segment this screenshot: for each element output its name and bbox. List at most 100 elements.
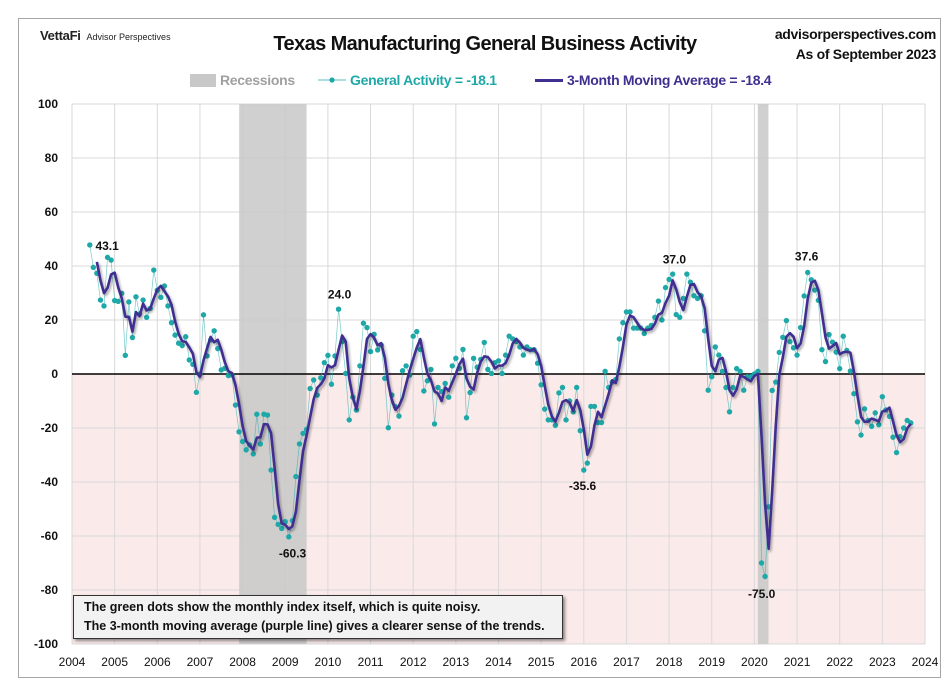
activity-point xyxy=(424,378,431,384)
as-of-date: As of September 2023 xyxy=(795,46,937,62)
activity-point xyxy=(584,460,591,466)
legend-moving-average: 3-Month Moving Average = -18.4 xyxy=(535,72,772,88)
activity-point xyxy=(868,423,875,430)
activity-point xyxy=(659,317,665,323)
x-tick-label: 2012 xyxy=(400,655,427,669)
y-tick-label: 60 xyxy=(45,205,59,219)
activity-point xyxy=(876,422,882,428)
activity-point xyxy=(890,434,896,440)
activity-point xyxy=(797,324,804,331)
y-tick-label: 80 xyxy=(45,151,59,165)
y-tick-label: -40 xyxy=(41,475,59,489)
activity-point xyxy=(264,412,271,418)
x-tick-label: 2021 xyxy=(784,655,811,669)
annotation-label: 37.6 xyxy=(795,250,819,264)
annotation-label: 24.0 xyxy=(328,287,352,301)
annotation-label: -35.6 xyxy=(569,479,597,493)
activity-point xyxy=(520,352,527,358)
x-tick-label: 2016 xyxy=(570,655,597,669)
activity-point xyxy=(293,473,299,480)
activity-point xyxy=(250,451,256,457)
activity-point xyxy=(257,441,264,447)
activity-point xyxy=(488,370,495,377)
activity-point xyxy=(755,368,761,374)
x-tick-label: 2015 xyxy=(528,655,555,669)
activity-point xyxy=(573,384,580,391)
x-tick-label: 2007 xyxy=(187,655,214,669)
x-tick-label: 2020 xyxy=(741,655,768,669)
activity-point xyxy=(140,297,146,303)
chart-title: Texas Manufacturing General Business Act… xyxy=(273,33,697,55)
activity-point xyxy=(183,334,189,340)
activity-point xyxy=(158,294,164,301)
activity-point xyxy=(801,293,807,299)
activity-point xyxy=(812,287,818,293)
activity-point xyxy=(129,334,136,341)
activity-point xyxy=(499,370,505,377)
y-tick-label: 20 xyxy=(45,313,59,327)
activity-point xyxy=(481,339,487,346)
x-tick-label: 2013 xyxy=(442,655,469,669)
activity-point xyxy=(620,320,626,326)
legend-ma-label: 3-Month Moving Average = -18.4 xyxy=(567,72,772,88)
x-tick-label: 2005 xyxy=(101,655,128,669)
activity-point xyxy=(328,381,335,387)
activity-point xyxy=(627,309,633,315)
x-tick-label: 2024 xyxy=(912,655,939,669)
activity-point xyxy=(318,375,324,381)
activity-point xyxy=(470,355,477,362)
activity-point xyxy=(495,358,502,364)
activity-point xyxy=(403,363,409,369)
activity-point xyxy=(826,331,832,338)
activity-point xyxy=(243,447,249,453)
activity-point xyxy=(286,534,292,540)
activity-point xyxy=(360,320,367,326)
activity-point xyxy=(300,430,306,437)
activity-point xyxy=(737,368,743,374)
legend: Recessions General Activity = -18.1 3-Mo… xyxy=(0,72,952,92)
annotation-label: -60.3 xyxy=(279,547,307,561)
x-tick-label: 2014 xyxy=(485,655,512,669)
activity-point xyxy=(741,387,747,393)
legend-activity-label: General Activity = -18.1 xyxy=(350,72,497,88)
activity-point xyxy=(367,348,374,355)
activity-point xyxy=(709,374,715,380)
site-url: advisorperspectives.com xyxy=(774,26,936,42)
x-tick-label: 2017 xyxy=(613,655,640,669)
activity-point xyxy=(872,410,878,416)
activity-point xyxy=(239,438,246,445)
activity-point xyxy=(346,417,352,423)
activity-point xyxy=(783,317,790,324)
activity-point xyxy=(669,271,676,277)
activity-point xyxy=(591,403,598,410)
activity-point xyxy=(275,521,281,528)
annotation-label: -75.0 xyxy=(748,587,776,601)
activity-point xyxy=(616,336,623,342)
activity-point xyxy=(168,320,175,326)
dot-line-swatch-icon xyxy=(318,77,346,83)
activity-point xyxy=(133,294,139,300)
activity-point xyxy=(342,370,349,377)
activity-point xyxy=(602,368,608,374)
x-tick-label: 2018 xyxy=(656,655,683,669)
line-swatch-icon xyxy=(535,78,563,82)
x-tick-label: 2022 xyxy=(826,655,853,669)
activity-point xyxy=(310,377,317,383)
activity-point xyxy=(364,324,370,331)
activity-point xyxy=(165,303,171,309)
y-tick-label: -60 xyxy=(41,529,59,543)
activity-point xyxy=(723,384,729,391)
activity-point xyxy=(122,352,129,359)
y-tick-label: -20 xyxy=(41,421,59,435)
activity-point xyxy=(193,389,200,396)
activity-point xyxy=(396,413,402,419)
activity-point xyxy=(861,406,868,412)
activity-point xyxy=(794,352,800,358)
activity-point xyxy=(453,355,459,362)
activity-point xyxy=(559,384,566,391)
activity-point xyxy=(858,432,864,438)
vettafi-logo: VettaFi Advisor Perspectives xyxy=(40,28,171,43)
activity-point xyxy=(577,428,583,434)
activity-point xyxy=(502,352,509,358)
activity-point xyxy=(758,560,765,566)
